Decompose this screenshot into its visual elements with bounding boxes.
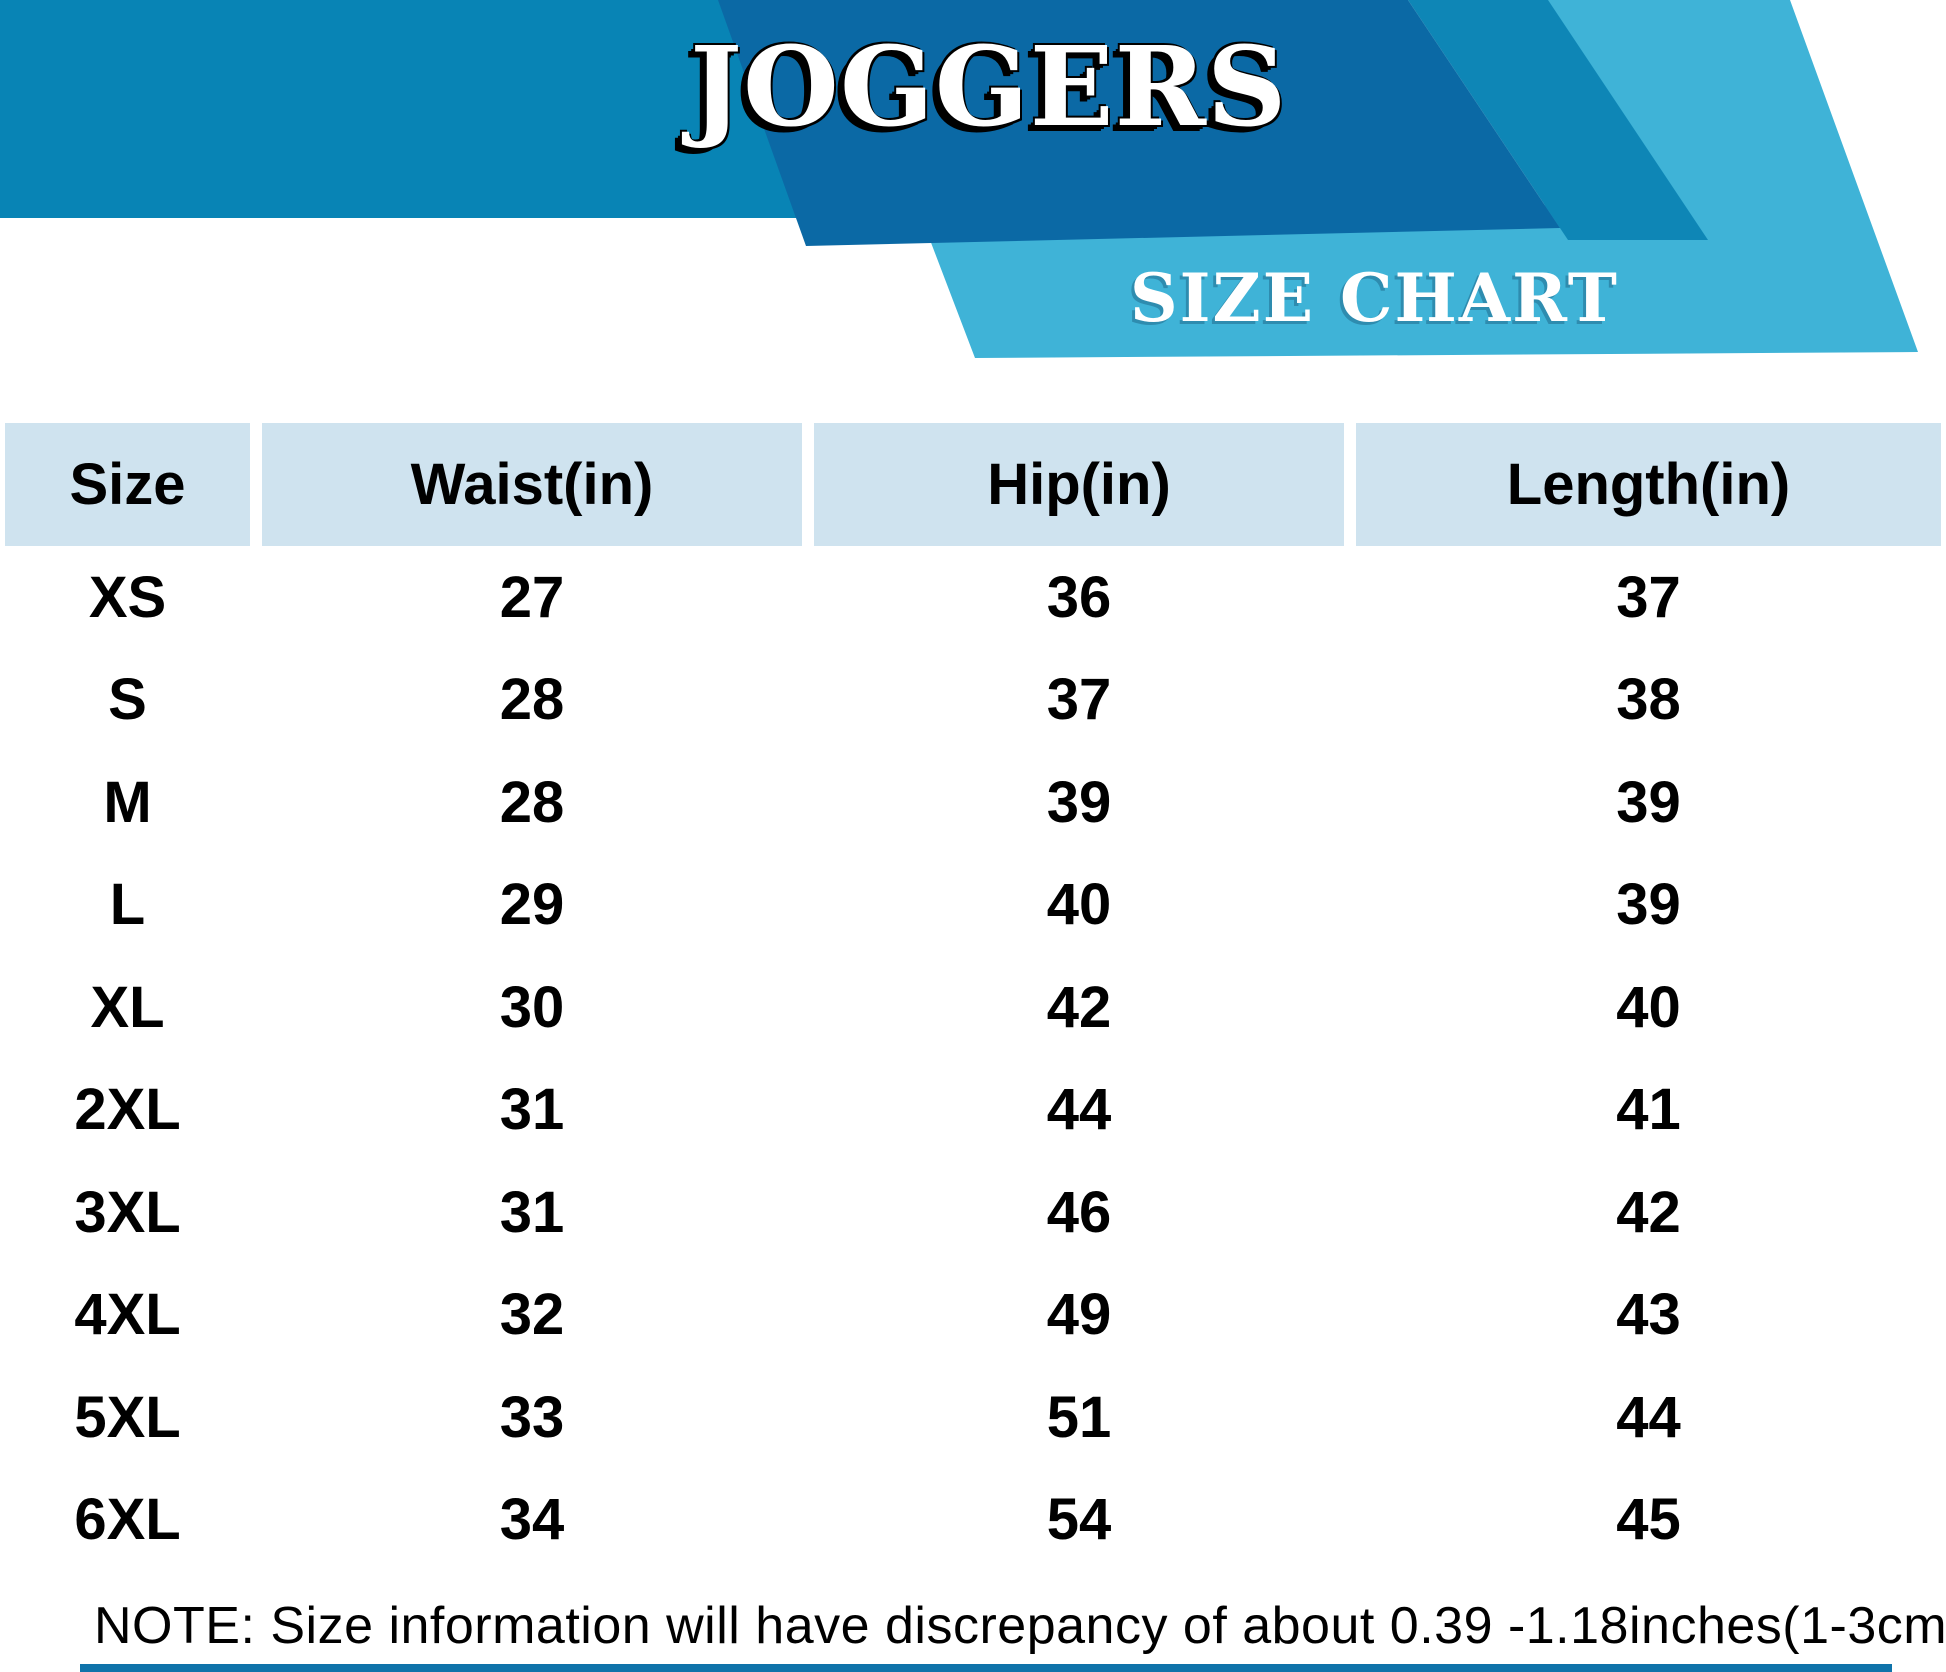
measurement-cell: 31 [499, 1077, 565, 1143]
banner-left-band-shape [0, 0, 812, 218]
measurement-cell: 28 [499, 769, 565, 835]
banner: JOGGERS SIZE CHART [0, 0, 1946, 420]
banner-subtitle: SIZE CHART [1130, 259, 1619, 337]
measurement-cell: 46 [1046, 1179, 1112, 1245]
measurement-cell: 42 [1046, 974, 1112, 1040]
size-label-cell: 2XL [74, 1077, 181, 1143]
size-label-cell: XL [90, 974, 165, 1040]
measurement-cell: 28 [499, 667, 565, 733]
measurement-cell: 45 [1616, 1487, 1681, 1553]
measurement-cell: 29 [499, 872, 565, 938]
size-label-cell: S [108, 667, 147, 733]
measurement-cell: 33 [499, 1384, 565, 1450]
size-label-cell: M [103, 769, 152, 835]
measurement-cell: 49 [1046, 1282, 1112, 1348]
measurement-cell: 51 [1046, 1384, 1112, 1450]
measurement-cell: 39 [1616, 769, 1681, 835]
size-label-cell: 3XL [74, 1179, 181, 1245]
measurement-cell: 41 [1616, 1077, 1681, 1143]
banner-dark-parallelogram-shape [718, 0, 1560, 246]
measurement-cell: 34 [499, 1487, 565, 1553]
column-header-waistin: Waist(in) [262, 423, 802, 546]
measurement-cell: 39 [1046, 769, 1112, 835]
bottom-accent-bar [80, 1664, 1892, 1672]
measurement-cell: 38 [1616, 667, 1681, 733]
measurement-cell: 31 [499, 1179, 565, 1245]
measurement-cell: 42 [1616, 1179, 1681, 1245]
size-label-cell: L [109, 872, 146, 938]
size-label-cell: XS [88, 564, 167, 630]
measurement-cell: 54 [1046, 1487, 1112, 1553]
size-label-cell: 4XL [74, 1282, 181, 1348]
measurement-cell: 39 [1616, 872, 1681, 938]
column-header-hipin: Hip(in) [814, 423, 1344, 546]
measurement-cell: 44 [1616, 1384, 1681, 1450]
measurement-cell: 27 [499, 564, 565, 630]
banner-title: JOGGERS [690, 22, 1288, 151]
size-label-cell: 6XL [74, 1487, 181, 1553]
measurement-cell: 40 [1616, 974, 1681, 1040]
column-header-size: Size [5, 423, 250, 546]
measurement-cell: 40 [1046, 872, 1112, 938]
measurement-cell: 43 [1616, 1282, 1681, 1348]
measurement-cell: 36 [1046, 564, 1112, 630]
measurement-cell: 44 [1046, 1077, 1112, 1143]
measurement-cell: 32 [499, 1282, 565, 1348]
column-header-lengthin: Length(in) [1356, 423, 1941, 546]
measurement-cell: 37 [1616, 564, 1681, 630]
note-text: NOTE: Size information will have discrep… [94, 1597, 1946, 1655]
size-label-cell: 5XL [74, 1384, 181, 1450]
measurement-cell: 30 [499, 974, 565, 1040]
measurement-cell: 37 [1046, 667, 1112, 733]
size-table: Size Waist(in) Hip(in) Length(in) XS 27 36 37 S 2… [5, 423, 1941, 1571]
